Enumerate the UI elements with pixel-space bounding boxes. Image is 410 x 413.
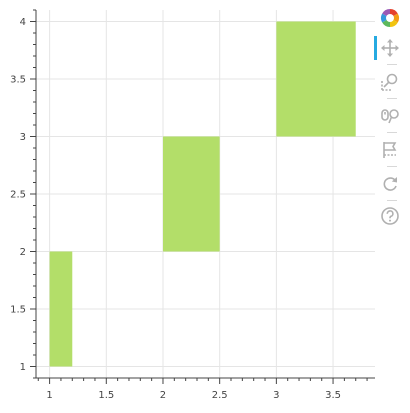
pan-icon[interactable] (373, 36, 407, 60)
y-tick-label: 2.5 (10, 190, 26, 201)
x-tick-label: 2 (160, 390, 166, 401)
bar (162, 136, 220, 252)
y-tick-label: 1 (20, 362, 26, 373)
toolbar-separator (387, 64, 397, 65)
save-icon[interactable] (373, 138, 407, 162)
y-tick-label: 2 (20, 247, 26, 258)
toolbar-separator (387, 132, 397, 133)
x-tick-label: 3 (273, 390, 279, 401)
x-tick-label: 1 (46, 390, 52, 401)
y-tick-label: 1.5 (10, 305, 26, 316)
toolbar (373, 6, 407, 226)
bar (49, 251, 73, 367)
bokeh-logo-icon[interactable] (373, 6, 407, 30)
toolbar-separator (387, 200, 397, 201)
x-tick-label: 2.5 (212, 390, 228, 401)
toolbar-separator (387, 98, 397, 99)
box-zoom-icon[interactable] (373, 70, 407, 94)
x-tick-label: 1.5 (98, 390, 114, 401)
y-tick-label: 4 (20, 17, 26, 28)
help-icon[interactable] (373, 204, 407, 228)
bar (276, 21, 356, 137)
y-tick-label: 3.5 (10, 75, 26, 86)
reset-icon[interactable] (373, 172, 407, 196)
toolbar-separator (387, 166, 397, 167)
y-tick-label: 3 (20, 132, 26, 143)
axes: 1 1.5 2 2.5 3 3.5 1 1.5 2 2.5 3 3.5 4 (10, 9, 375, 401)
wheel-zoom-icon[interactable] (373, 104, 407, 128)
bars (49, 21, 356, 367)
x-tick-label: 3.5 (325, 390, 341, 401)
